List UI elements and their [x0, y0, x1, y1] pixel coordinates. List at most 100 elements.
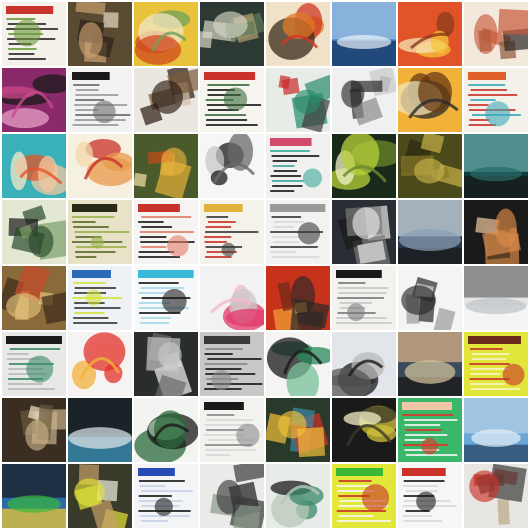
thumbnail-image	[200, 2, 264, 66]
thumbnail-image	[398, 398, 462, 462]
thumbnail-image	[464, 266, 528, 330]
thumbnail-r8-c4	[200, 464, 264, 528]
thumbnail-r4-c6	[332, 200, 396, 264]
thumbnail-image	[266, 200, 330, 264]
thumbnail-r8-c6	[332, 464, 396, 528]
thumbnail-image	[134, 266, 198, 330]
thumbnail-image	[332, 464, 396, 528]
thumbnail-r4-c1	[2, 200, 66, 264]
thumbnail-image	[464, 398, 528, 462]
thumbnail-image	[68, 464, 132, 528]
thumbnail-r5-c3	[134, 266, 198, 330]
thumbnail-image	[200, 200, 264, 264]
thumbnail-image	[464, 134, 528, 198]
thumbnail-r7-c8	[464, 398, 528, 462]
thumbnail-r1-c8	[464, 2, 528, 66]
thumbnail-image	[332, 134, 396, 198]
thumbnail-r4-c8	[464, 200, 528, 264]
thumbnail-r4-c5	[266, 200, 330, 264]
thumbnail-r8-c5	[266, 464, 330, 528]
thumbnail-r2-c2	[68, 68, 132, 132]
thumbnail-r5-c2	[68, 266, 132, 330]
thumbnail-image	[134, 464, 198, 528]
thumbnail-r2-c5	[266, 68, 330, 132]
thumbnail-image	[68, 266, 132, 330]
thumbnail-image	[134, 2, 198, 66]
thumbnail-image	[68, 2, 132, 66]
thumbnail-image	[2, 266, 66, 330]
thumbnail-r1-c5	[266, 2, 330, 66]
thumbnail-image	[134, 200, 198, 264]
thumbnail-image	[464, 2, 528, 66]
thumbnail-image	[266, 134, 330, 198]
thumbnail-r7-c3	[134, 398, 198, 462]
thumbnail-r7-c1	[2, 398, 66, 462]
thumbnail-r1-c1	[2, 2, 66, 66]
thumbnail-r6-c2	[68, 332, 132, 396]
thumbnail-image	[398, 134, 462, 198]
thumbnail-image	[398, 266, 462, 330]
thumbnail-image	[332, 2, 396, 66]
thumbnail-image	[266, 332, 330, 396]
thumbnail-image	[332, 200, 396, 264]
thumbnail-image	[200, 266, 264, 330]
thumbnail-image	[398, 68, 462, 132]
thumbnail-image	[332, 398, 396, 462]
thumbnail-r3-c8	[464, 134, 528, 198]
thumbnail-r7-c7	[398, 398, 462, 462]
thumbnail-image	[332, 266, 396, 330]
thumbnail-image	[398, 2, 462, 66]
thumbnail-r4-c3	[134, 200, 198, 264]
thumbnail-r8-c8	[464, 464, 528, 528]
thumbnail-image	[266, 398, 330, 462]
thumbnail-image	[332, 68, 396, 132]
thumbnail-r3-c6	[332, 134, 396, 198]
thumbnail-image	[266, 2, 330, 66]
thumbnail-image	[2, 134, 66, 198]
thumbnail-r6-c4	[200, 332, 264, 396]
thumbnail-r5-c4	[200, 266, 264, 330]
thumbnail-image	[200, 332, 264, 396]
thumbnail-r2-c7	[398, 68, 462, 132]
thumbnail-r5-c5	[266, 266, 330, 330]
thumbnail-image	[2, 2, 66, 66]
thumbnail-r2-c3	[134, 68, 198, 132]
thumbnail-image	[200, 464, 264, 528]
thumbnail-r4-c7	[398, 200, 462, 264]
thumbnail-r5-c7	[398, 266, 462, 330]
thumbnail-r7-c6	[332, 398, 396, 462]
thumbnail-r2-c1	[2, 68, 66, 132]
thumbnail-r5-c6	[332, 266, 396, 330]
thumbnail-r8-c7	[398, 464, 462, 528]
thumbnail-image	[200, 68, 264, 132]
thumbnail-r1-c6	[332, 2, 396, 66]
thumbnail-image	[398, 200, 462, 264]
thumbnail-image	[266, 464, 330, 528]
thumbnail-image	[398, 464, 462, 528]
thumbnail-image	[134, 68, 198, 132]
thumbnail-r6-c3	[134, 332, 198, 396]
thumbnail-r2-c4	[200, 68, 264, 132]
thumbnail-r3-c4	[200, 134, 264, 198]
thumbnail-image	[200, 398, 264, 462]
thumbnail-r1-c3	[134, 2, 198, 66]
thumbnail-image	[134, 332, 198, 396]
thumbnail-r1-c7	[398, 2, 462, 66]
thumbnail-image	[398, 332, 462, 396]
thumbnail-r6-c6	[332, 332, 396, 396]
thumbnail-image	[68, 332, 132, 396]
thumbnail-image	[266, 266, 330, 330]
thumbnail-r7-c4	[200, 398, 264, 462]
thumbnail-image	[464, 332, 528, 396]
thumbnail-r4-c2	[68, 200, 132, 264]
thumbnail-r1-c4	[200, 2, 264, 66]
thumbnail-image	[464, 464, 528, 528]
thumbnail-image	[2, 464, 66, 528]
thumbnail-r6-c5	[266, 332, 330, 396]
thumbnail-r7-c2	[68, 398, 132, 462]
thumbnail-image	[464, 68, 528, 132]
thumbnail-r6-c8	[464, 332, 528, 396]
thumbnail-image	[68, 200, 132, 264]
thumbnail-image	[2, 332, 66, 396]
